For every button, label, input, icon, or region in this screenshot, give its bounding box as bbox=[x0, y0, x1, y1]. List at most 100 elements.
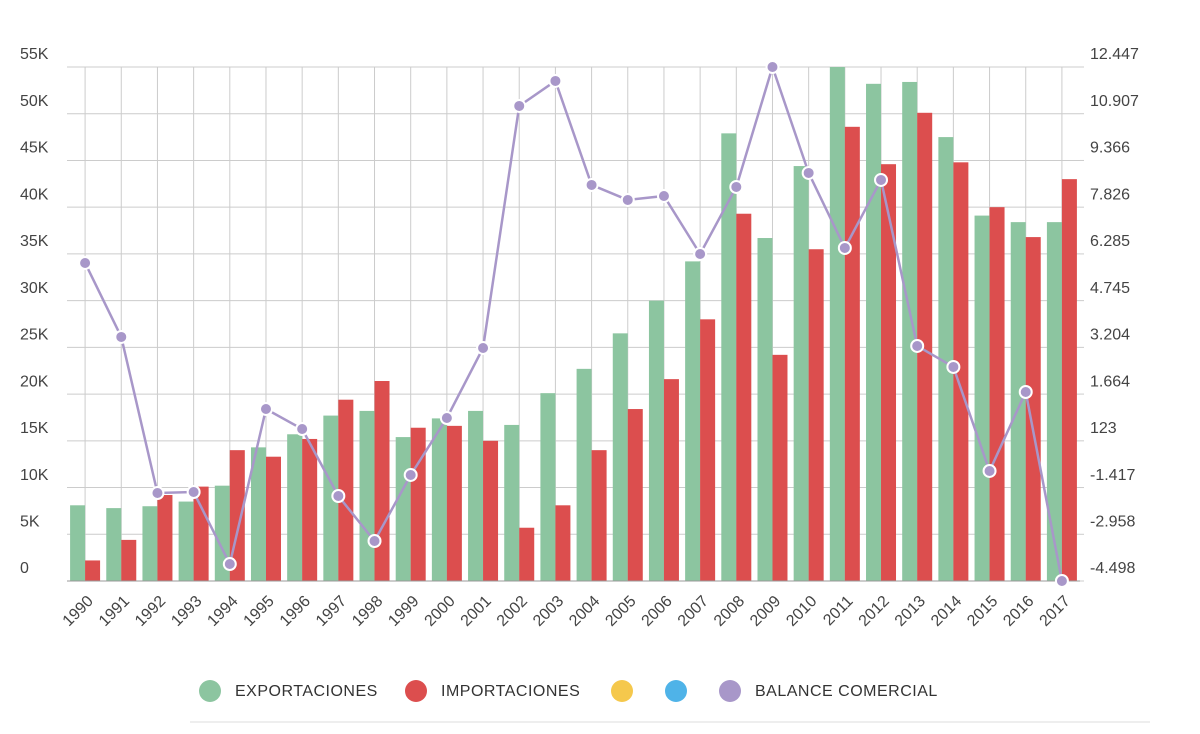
bar bbox=[540, 393, 556, 581]
point bbox=[620, 192, 635, 207]
y-tick-label: 35K bbox=[20, 233, 49, 250]
y-tick-label: 20K bbox=[20, 373, 49, 390]
y-tick-label: 45K bbox=[20, 140, 49, 157]
y-tick-label: 30K bbox=[20, 280, 49, 297]
x-tick-label: 2010 bbox=[783, 593, 820, 630]
x-tick-label: 1999 bbox=[385, 593, 422, 630]
x-tick-label: 2009 bbox=[747, 593, 784, 630]
legend-label: BALANCE COMERCIAL bbox=[755, 683, 938, 700]
bar bbox=[323, 415, 339, 581]
point bbox=[548, 73, 563, 88]
point bbox=[331, 489, 346, 504]
x-tick-label: 2016 bbox=[1000, 593, 1037, 630]
bar bbox=[829, 67, 845, 581]
y2-tick-label: 3.204 bbox=[1090, 327, 1130, 344]
bar bbox=[612, 333, 628, 581]
y2-tick-label: 4.745 bbox=[1090, 280, 1130, 297]
x-tick-label: 2008 bbox=[711, 593, 748, 630]
legend-dot bbox=[199, 680, 221, 702]
bar bbox=[648, 300, 664, 581]
point bbox=[946, 359, 961, 374]
y-tick-label: 50K bbox=[20, 93, 49, 110]
y2-tick-label: -4.498 bbox=[1090, 560, 1135, 577]
y2-tick-label: -2.958 bbox=[1090, 514, 1135, 531]
legend-dot bbox=[405, 680, 427, 702]
bar bbox=[287, 434, 303, 581]
bar bbox=[121, 539, 137, 581]
bar bbox=[468, 410, 484, 581]
y-tick-label: 0 bbox=[20, 560, 29, 577]
y2-tick-label: 7.826 bbox=[1090, 186, 1130, 203]
y2-tick-label: 123 bbox=[1090, 420, 1117, 437]
x-tick-label: 2012 bbox=[856, 593, 893, 630]
point bbox=[295, 421, 310, 436]
point bbox=[439, 410, 454, 425]
bar bbox=[265, 456, 281, 581]
point bbox=[258, 401, 273, 416]
x-tick-label: 1994 bbox=[204, 593, 241, 630]
x-tick-label: 2006 bbox=[639, 593, 676, 630]
x-tick-label: 1991 bbox=[96, 593, 133, 630]
x-tick-label: 2000 bbox=[421, 593, 458, 630]
bar bbox=[663, 379, 679, 581]
bar bbox=[106, 508, 122, 581]
point bbox=[114, 329, 129, 344]
x-tick-label: 2003 bbox=[530, 593, 567, 630]
x-tick-label: 2013 bbox=[892, 593, 929, 630]
bar bbox=[808, 249, 824, 581]
bar bbox=[938, 137, 954, 581]
line bbox=[83, 62, 1064, 582]
bar bbox=[974, 215, 990, 582]
bar bbox=[757, 238, 773, 581]
bar bbox=[395, 437, 411, 581]
point bbox=[982, 463, 997, 478]
bar bbox=[736, 213, 752, 581]
y-tick-label: 15K bbox=[20, 420, 49, 437]
x-tick-label: 2001 bbox=[458, 593, 495, 630]
bar bbox=[844, 126, 860, 581]
x-tick-label: 1997 bbox=[313, 593, 350, 630]
x-tick-label: 1998 bbox=[349, 593, 386, 630]
bar bbox=[157, 495, 173, 581]
y2-tick-label: 9.366 bbox=[1090, 140, 1130, 157]
x-tick-label: 2017 bbox=[1037, 593, 1074, 630]
x-tick-label: 2005 bbox=[602, 593, 639, 630]
bar bbox=[338, 399, 354, 581]
bar bbox=[410, 427, 426, 581]
point bbox=[801, 165, 816, 180]
bar bbox=[178, 501, 194, 581]
bar bbox=[1025, 237, 1041, 581]
bar bbox=[917, 112, 933, 581]
point bbox=[584, 177, 599, 192]
point bbox=[403, 467, 418, 482]
bar bbox=[359, 410, 375, 581]
point bbox=[1054, 574, 1069, 588]
point bbox=[78, 255, 93, 270]
point bbox=[186, 485, 201, 500]
bar bbox=[431, 418, 447, 581]
legend-label: EXPORTACIONES bbox=[235, 683, 378, 700]
y2-tick-label: 1.664 bbox=[1090, 373, 1130, 390]
bar bbox=[85, 560, 101, 581]
point bbox=[476, 340, 491, 355]
y-tick-label: 25K bbox=[20, 327, 49, 344]
bar bbox=[504, 424, 520, 581]
bar bbox=[1046, 222, 1062, 581]
bar bbox=[576, 368, 592, 581]
bar bbox=[142, 506, 158, 581]
y-tick-label: 5K bbox=[20, 513, 40, 530]
x-tick-label: 1990 bbox=[60, 593, 97, 630]
y2-tick-label: 6.285 bbox=[1090, 233, 1130, 250]
legend-dot bbox=[665, 680, 687, 702]
legend-dot bbox=[611, 680, 633, 702]
point bbox=[765, 60, 780, 74]
point bbox=[656, 188, 671, 203]
bar bbox=[685, 261, 701, 581]
bar bbox=[70, 505, 86, 581]
x-tick-label: 1992 bbox=[132, 593, 169, 630]
bar bbox=[902, 81, 918, 581]
bar bbox=[1061, 179, 1077, 582]
bar bbox=[555, 505, 571, 581]
x-tick-label: 1993 bbox=[168, 593, 205, 630]
